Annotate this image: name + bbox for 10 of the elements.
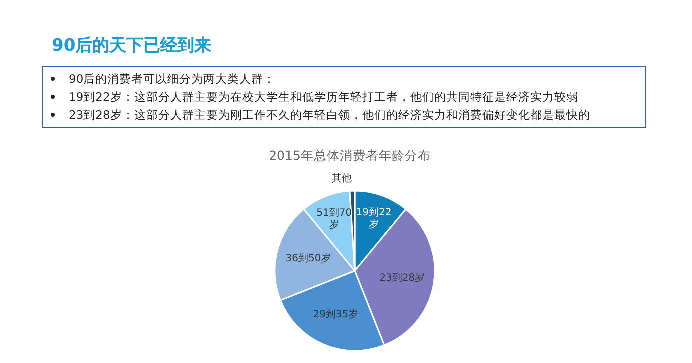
text: 90后的天下已经到来 (52, 35, 212, 57)
text: 23到28岁：这部分人群主要为刚工作不久的年轻白领，他们的经济实力和消费偏好变化都是最快的 (69, 107, 590, 124)
slice-label: 29到35岁 (313, 308, 359, 321)
slice-label: 36到50岁 (286, 252, 332, 265)
chart-subtitle: 2015年总体消费者年龄分布 (268, 148, 432, 165)
slice-label: 19到22岁 (356, 206, 392, 230)
text: 19到22岁：这部分人群主要为在校大学生和低学历年轻打工者，他们的共同特征是经济实力较弱 (69, 89, 578, 106)
text: 90后的消费者可以细分为两大类人群： (69, 71, 276, 88)
slice-label: 23到28岁 (380, 272, 426, 284)
slice-label: 其他 (332, 172, 352, 185)
